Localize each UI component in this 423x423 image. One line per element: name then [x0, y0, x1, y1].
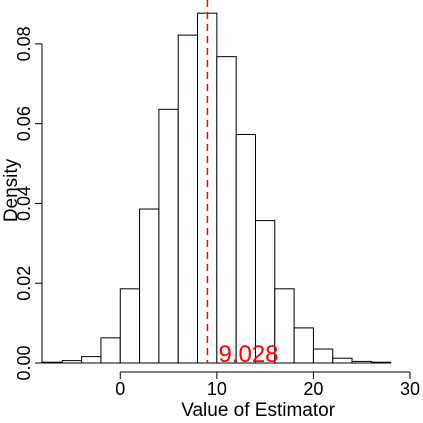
histogram-bar-15: [332, 357, 353, 364]
histogram-bar-5: [139, 208, 160, 364]
y-tick-label: 0.02: [14, 266, 34, 301]
y-tick-label: 0.06: [14, 106, 34, 141]
histogram-bars: [42, 12, 392, 364]
x-axis-ticks: 0 10 20 30: [115, 372, 420, 399]
y-axis-ticks: 0.00 0.02 0.04 0.06 0.08: [14, 26, 42, 381]
y-axis-title: Density: [1, 158, 22, 222]
histogram-bar-6: [158, 108, 179, 364]
histogram-bar-0: [42, 361, 63, 364]
x-axis-title: Value of Estimator: [181, 400, 336, 421]
histogram-bar-10: [235, 133, 256, 364]
histogram-bar-2: [81, 356, 102, 364]
x-tick-label: 10: [207, 379, 227, 399]
x-tick-label: 20: [303, 379, 323, 399]
x-tick-label: 0: [115, 379, 125, 399]
y-tick-label: 0.08: [14, 26, 34, 61]
histogram-bar-7: [177, 34, 199, 364]
histogram-bar-14: [312, 348, 334, 364]
histogram-bar-12: [274, 288, 295, 364]
reference-line-label: 9.028: [218, 341, 278, 368]
histogram-bar-9: [216, 56, 237, 364]
y-tick-label: 0.04: [14, 186, 34, 221]
histogram-bar-4: [119, 288, 141, 364]
histogram-bar-1: [61, 360, 83, 364]
x-tick-label: 30: [400, 379, 420, 399]
histogram-bar-16: [351, 360, 372, 364]
histogram-bar-13: [293, 327, 314, 364]
histogram-bar-3: [100, 337, 121, 364]
axes: 0 10 20 30 0.00 0.02 0.04 0.06 0.08: [14, 26, 420, 399]
histogram-bar-17: [370, 361, 392, 364]
y-tick-label: 0.00: [14, 345, 34, 380]
